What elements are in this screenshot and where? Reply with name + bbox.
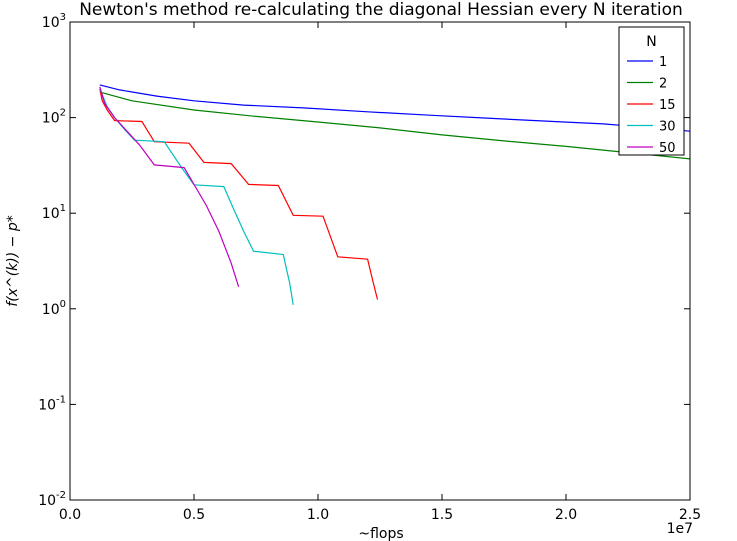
legend-label-30: 30 (659, 120, 676, 135)
y-tick-label: 102 (42, 108, 66, 127)
series-line-1 (99, 84, 690, 132)
series-line-50 (99, 86, 240, 287)
y-tick-label: 101 (42, 203, 66, 222)
legend-label-50: 50 (659, 141, 676, 156)
y-tick-label: 103 (42, 12, 66, 31)
y-tick-label: 100 (42, 299, 66, 318)
legend-title: N (646, 34, 656, 50)
chart-title: Newton's method re-calculating the diago… (79, 0, 683, 20)
x-tick-label: 0.0 (59, 507, 81, 523)
x-tick-label: 1.5 (431, 507, 453, 523)
y-tick-label: 10-2 (38, 490, 66, 509)
plot-frame (69, 21, 691, 501)
legend-box (618, 26, 685, 156)
x-tick-label: 2.0 (555, 507, 577, 523)
legend-label-2: 2 (659, 77, 667, 92)
legend-label-15: 15 (659, 98, 676, 113)
x-tick-label: 2.5 (679, 507, 701, 523)
series-layer (99, 84, 690, 305)
x-tick-label: 0.5 (183, 507, 205, 523)
x-offset-label: 1e7 (667, 521, 693, 537)
series-line-2 (99, 91, 690, 160)
legend-label-1: 1 (659, 55, 667, 70)
ticks-layer: 0.0 0.5 1.0 1.5 2.0 2.5 10-2 10-1 100 101 102 103 (38, 12, 701, 523)
x-axis-label: ~flops (358, 526, 403, 541)
y-tick-label: 10-1 (38, 394, 66, 413)
x-tick-label: 1.0 (307, 507, 329, 523)
legend: N1 2 15 30 50 (618, 26, 685, 156)
series-line-15 (99, 88, 379, 300)
y-axis-label: f(x^(k)) − p* (5, 215, 21, 306)
